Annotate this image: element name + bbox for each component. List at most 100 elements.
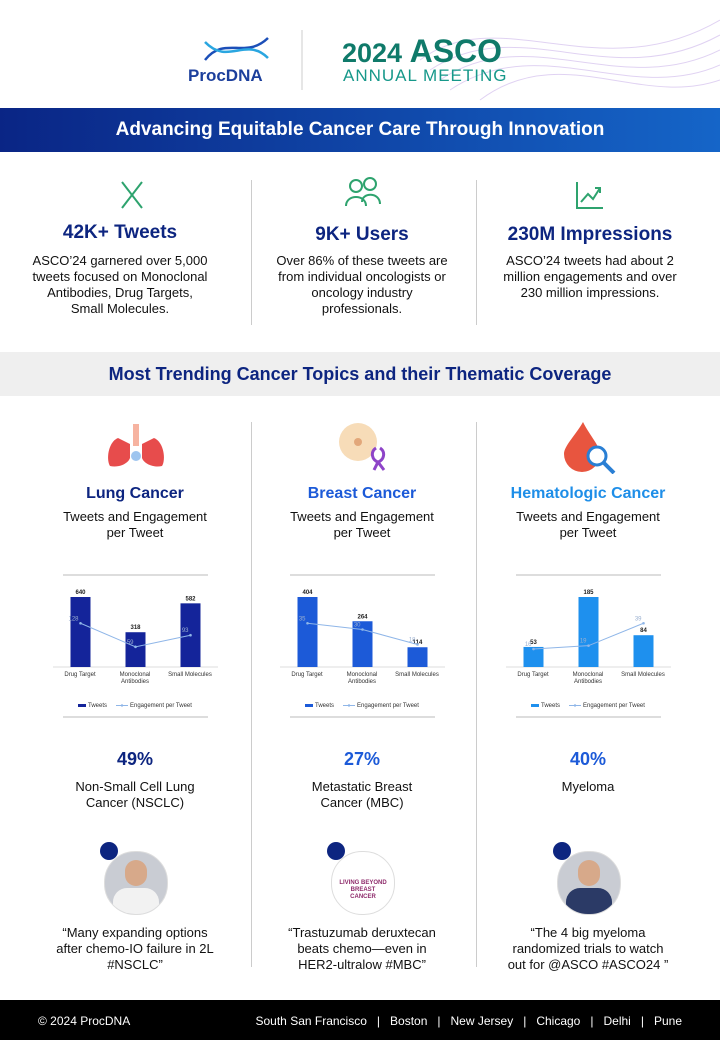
quote-text: “Many expanding options after chemo-IO f… bbox=[56, 925, 214, 972]
section-title: Most Trending Cancer Topics and their Th… bbox=[0, 352, 720, 396]
location: Chicago bbox=[536, 1014, 581, 1028]
divider bbox=[251, 422, 252, 967]
legend-swatch bbox=[77, 704, 86, 707]
stat-text: ASCO’24 garnered over 5,000 tweets focus… bbox=[32, 253, 208, 316]
divider bbox=[476, 180, 477, 325]
location: Pune bbox=[653, 1014, 682, 1028]
stat-title: 9K+ Users bbox=[315, 224, 409, 245]
percent: 49% bbox=[116, 749, 154, 769]
chart: 404264114353018TweetsEngagement per Twee… bbox=[275, 570, 450, 720]
chart-svg: 404264114353018TweetsEngagement per Twee… bbox=[279, 574, 445, 718]
topic-subtitle: Tweets and Engagement per Tweet bbox=[290, 509, 434, 540]
topic-name: Breast Cancer bbox=[307, 485, 417, 502]
category-label: Drug Target bbox=[291, 672, 323, 678]
legend-label: Engagement per Tweet bbox=[357, 703, 419, 709]
legend-label: Engagement per Tweet bbox=[583, 703, 645, 709]
separator: | bbox=[523, 1014, 527, 1028]
engagement-point bbox=[133, 645, 137, 649]
chart-svg: 640 318 582 128 59 93 Tweets Engagement per Twe… bbox=[52, 574, 218, 718]
header-art bbox=[204, 19, 720, 101]
bar bbox=[297, 597, 317, 667]
engagement-point bbox=[415, 643, 419, 646]
bar-label: 404 bbox=[302, 590, 313, 596]
logo: ProcDNA bbox=[188, 66, 263, 85]
bar-label: 185 bbox=[583, 590, 594, 596]
legend-swatch bbox=[120, 704, 123, 707]
engagement-label: 16 bbox=[524, 642, 531, 648]
engagement-label: 30 bbox=[353, 623, 360, 629]
avatar bbox=[557, 851, 621, 915]
engagement-point bbox=[188, 633, 192, 637]
engagement-label: 39 bbox=[634, 616, 641, 622]
legend-label: Tweets bbox=[315, 703, 334, 709]
avatar: LIVING BEYOND BREAST CANCER bbox=[331, 851, 395, 915]
quote-badge bbox=[327, 842, 345, 860]
subtype: Non-Small Cell Lung Cancer (NSCLC) bbox=[75, 779, 195, 810]
chart: 53 185 84 16 19 39 Tweets Engagement per Tweet D… bbox=[501, 570, 676, 720]
topic-name: Hematologic Cancer bbox=[510, 485, 666, 502]
bar bbox=[352, 621, 372, 667]
bar-label: 264 bbox=[357, 614, 368, 620]
topic-subtitle: Tweets and Engagement per Tweet bbox=[63, 509, 207, 540]
divider bbox=[251, 180, 252, 325]
category-label: Monoclonal Antibodies bbox=[346, 672, 378, 685]
engagement-point bbox=[360, 628, 364, 631]
topic-subtitle: Tweets and Engagement per Tweet bbox=[516, 509, 660, 540]
stat-title: 42K+ Tweets bbox=[62, 222, 178, 243]
event-year: 2024 bbox=[342, 38, 403, 68]
location: South San Francisco bbox=[255, 1014, 367, 1028]
engagement-label: 18 bbox=[408, 638, 415, 644]
bar-label: 582 bbox=[185, 596, 196, 602]
category-label: Monoclonal Antibodies bbox=[572, 672, 604, 685]
topic-icons bbox=[108, 422, 616, 474]
engagement-label: 93 bbox=[181, 628, 188, 634]
engagement-point bbox=[531, 647, 535, 651]
engagement-label: 19 bbox=[579, 639, 586, 645]
bar bbox=[125, 632, 145, 667]
bar bbox=[523, 646, 543, 667]
engagement-point bbox=[586, 644, 590, 647]
bar-label: 53 bbox=[530, 640, 537, 646]
legend-label: Engagement per Tweet bbox=[130, 703, 192, 709]
stat-icons bbox=[121, 177, 603, 209]
divider bbox=[476, 422, 477, 967]
percent: 40% bbox=[569, 749, 607, 769]
avatar-head bbox=[578, 860, 600, 886]
location: Delhi bbox=[603, 1014, 631, 1028]
topic-name: Lung Cancer bbox=[86, 485, 184, 502]
chart: 640 318 582 128 59 93 Tweets Engagement per Twe… bbox=[48, 570, 223, 720]
location: New Jersey bbox=[450, 1014, 514, 1028]
stat-title: 230M Impressions bbox=[507, 224, 673, 245]
engagement-label: 128 bbox=[68, 616, 79, 622]
bar-label: 318 bbox=[130, 625, 141, 631]
category-label: Drug Target bbox=[517, 672, 549, 678]
category-label: Small Molecules bbox=[395, 672, 439, 678]
quote-badge bbox=[553, 842, 571, 860]
quote-text: “Trastuzumab deruxtecan beats chemo—even… bbox=[288, 925, 436, 972]
category-label: Monoclonal Antibodies bbox=[119, 672, 151, 685]
locations: South San Francisco | Boston | New Jersey | Ch… bbox=[256, 1014, 683, 1028]
avatar-body bbox=[113, 888, 159, 914]
legend-label: Tweets bbox=[541, 703, 560, 709]
category-label: Small Molecules bbox=[621, 672, 665, 678]
bar bbox=[407, 647, 427, 667]
legend-swatch bbox=[347, 704, 350, 707]
event-name: ASCO bbox=[409, 33, 503, 69]
separator: | bbox=[376, 1014, 381, 1028]
legend-swatch bbox=[304, 704, 313, 707]
bar-label: 640 bbox=[75, 590, 86, 596]
event-subtitle: ANNUAL MEETING bbox=[343, 66, 508, 85]
stat-text: Over 86% of these tweets are from indivi… bbox=[276, 253, 448, 316]
quote-badge bbox=[100, 842, 118, 860]
subtype: Myeloma bbox=[561, 779, 615, 794]
copyright: © 2024 ProcDNA bbox=[38, 1014, 131, 1028]
legend-swatch bbox=[530, 704, 539, 707]
bar bbox=[578, 597, 598, 667]
separator: | bbox=[640, 1014, 644, 1028]
chart-svg: 53 185 84 16 19 39 Tweets Engagement per Tweet bbox=[505, 574, 671, 718]
category-label: Small Molecules bbox=[168, 672, 212, 678]
percent: 27% bbox=[343, 749, 381, 769]
separator: | bbox=[590, 1014, 594, 1028]
engagement-label: 59 bbox=[126, 640, 133, 646]
